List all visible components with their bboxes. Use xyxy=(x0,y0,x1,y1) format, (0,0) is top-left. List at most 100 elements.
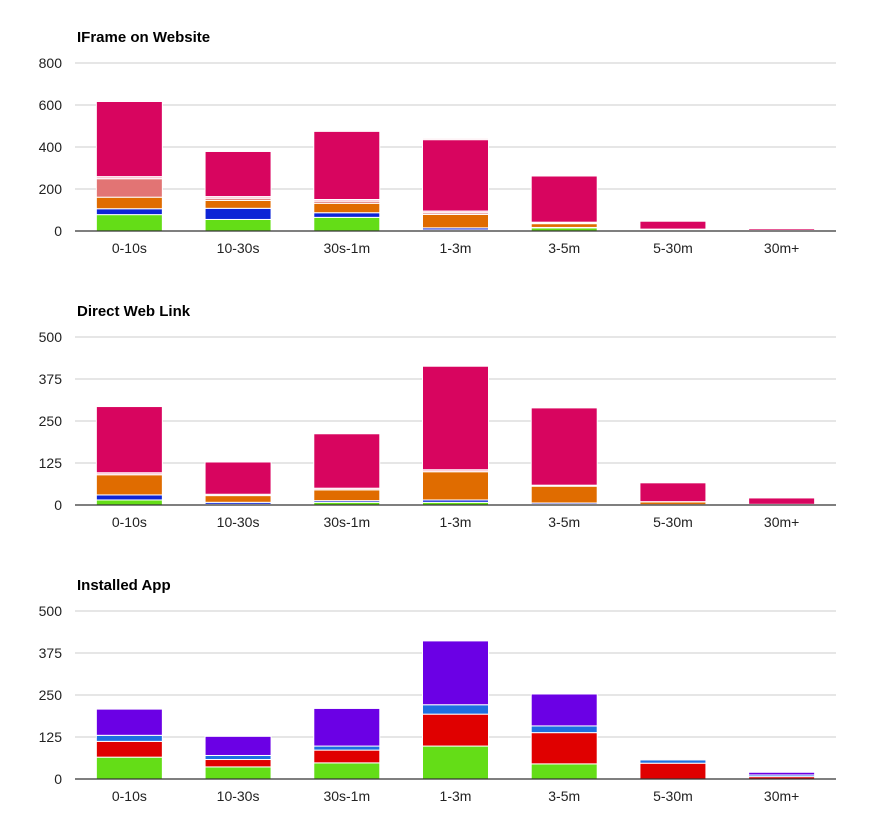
y-tick-label: 375 xyxy=(39,371,63,387)
y-tick-label: 0 xyxy=(54,497,62,513)
x-tick-label: 10-30s xyxy=(217,514,260,530)
bar-segment[interactable] xyxy=(204,759,272,768)
bar-segment[interactable] xyxy=(313,130,381,200)
bar-segment[interactable] xyxy=(530,174,598,177)
bar-segment[interactable] xyxy=(639,759,707,764)
bar-segment[interactable] xyxy=(639,482,707,503)
x-tick-label: 1-3m xyxy=(440,240,472,256)
bar-segment[interactable] xyxy=(204,199,272,209)
x-tick-label: 30m+ xyxy=(764,514,799,530)
bar-segment[interactable] xyxy=(95,708,163,736)
bar-segment[interactable] xyxy=(422,745,489,780)
bar-segment[interactable] xyxy=(204,150,272,198)
bar-segment[interactable] xyxy=(530,763,598,780)
x-tick-label: 0-10s xyxy=(112,788,147,804)
bar-segment[interactable] xyxy=(313,433,381,489)
bar-segment[interactable] xyxy=(422,137,489,141)
y-tick-label: 250 xyxy=(39,687,63,703)
x-tick-label: 30s-1m xyxy=(323,514,370,530)
x-tick-label: 0-10s xyxy=(112,240,147,256)
bar-segment[interactable] xyxy=(530,175,598,223)
bar-segment[interactable] xyxy=(95,196,163,210)
bar-segment[interactable] xyxy=(530,485,598,504)
bar-segment[interactable] xyxy=(95,100,163,178)
x-tick-label: 30m+ xyxy=(764,240,799,256)
bar-segment[interactable] xyxy=(95,214,163,232)
chart-panel-1: IFrame on Website 0 200 400 600 800 0-10s 10-30… xyxy=(39,29,836,256)
y-tick-label: 400 xyxy=(39,139,63,155)
y-tick-label: 250 xyxy=(39,413,63,429)
bar-segment[interactable] xyxy=(422,365,489,471)
chart-title: Direct Web Link xyxy=(77,303,191,320)
bar-segment[interactable] xyxy=(639,762,707,780)
x-tick-label: 3-5m xyxy=(548,514,580,530)
bar-segment[interactable] xyxy=(204,766,272,780)
bar-segment[interactable] xyxy=(95,474,163,496)
chart-title: IFrame on Website xyxy=(77,29,210,46)
bar-segment[interactable] xyxy=(95,740,163,758)
bar-segment[interactable] xyxy=(313,129,381,132)
x-tick-label: 5-30m xyxy=(653,240,693,256)
bar-segment[interactable] xyxy=(313,216,381,232)
bar-segment[interactable] xyxy=(204,218,272,232)
x-tick-label: 5-30m xyxy=(653,514,693,530)
bar-segment[interactable] xyxy=(422,640,489,706)
bar-segment[interactable] xyxy=(95,734,163,742)
bar-segment[interactable] xyxy=(95,208,163,216)
y-tick-label: 200 xyxy=(39,181,63,197)
bar-segment[interactable] xyxy=(204,150,272,152)
bar-segment[interactable] xyxy=(313,212,381,218)
bar-segment[interactable] xyxy=(639,220,707,230)
bar-segment[interactable] xyxy=(422,713,489,747)
x-tick-label: 3-5m xyxy=(548,240,580,256)
y-tick-label: 375 xyxy=(39,645,63,661)
bar-segment[interactable] xyxy=(95,494,163,501)
bar-segment[interactable] xyxy=(530,693,598,727)
y-tick-label: 0 xyxy=(54,771,62,787)
y-tick-label: 500 xyxy=(39,603,63,619)
bar-segment[interactable] xyxy=(530,725,598,734)
x-tick-label: 10-30s xyxy=(217,240,260,256)
x-tick-label: 30s-1m xyxy=(323,240,370,256)
bar-segment[interactable] xyxy=(95,499,163,506)
y-tick-label: 125 xyxy=(39,455,63,471)
x-tick-label: 3-5m xyxy=(548,788,580,804)
bar-segment[interactable] xyxy=(639,220,707,222)
bar-segment[interactable] xyxy=(204,754,272,761)
bar-segment[interactable] xyxy=(313,749,381,764)
chart-panel-3: Installed App 0 125 250 375 500 0-10s 10-30s 30s… xyxy=(39,577,836,804)
x-tick-label: 10-30s xyxy=(217,788,260,804)
bar-segment[interactable] xyxy=(422,139,489,212)
bar-segment[interactable] xyxy=(313,745,381,751)
bar-segment[interactable] xyxy=(422,704,489,715)
bar-segment[interactable] xyxy=(95,756,163,780)
bar-segment[interactable] xyxy=(313,707,381,747)
bar-segment[interactable] xyxy=(95,99,163,102)
bar-segment[interactable] xyxy=(204,735,272,756)
bar-segment[interactable] xyxy=(422,471,489,501)
y-tick-label: 800 xyxy=(39,55,63,71)
bar-segment[interactable] xyxy=(422,213,489,229)
y-tick-label: 600 xyxy=(39,97,63,113)
x-tick-label: 30m+ xyxy=(764,788,799,804)
bar-segment[interactable] xyxy=(313,762,381,780)
x-tick-label: 5-30m xyxy=(653,788,693,804)
bar-segment[interactable] xyxy=(530,407,598,486)
bar-segment[interactable] xyxy=(313,202,381,214)
bar-segment[interactable] xyxy=(530,732,598,765)
bar-segment[interactable] xyxy=(204,495,272,503)
x-tick-label: 1-3m xyxy=(440,788,472,804)
bar-segment[interactable] xyxy=(530,223,598,228)
x-tick-label: 0-10s xyxy=(112,514,147,530)
bar-segment[interactable] xyxy=(313,489,381,502)
bar-segment[interactable] xyxy=(204,461,272,495)
bar-segment[interactable] xyxy=(204,207,272,220)
bar-segment[interactable] xyxy=(748,771,816,776)
bar-segment[interactable] xyxy=(639,758,707,761)
bar-segment[interactable] xyxy=(95,406,163,474)
x-tick-label: 1-3m xyxy=(440,514,472,530)
bar-segment[interactable] xyxy=(95,178,163,198)
y-tick-label: 0 xyxy=(54,223,62,239)
bar-segment[interactable] xyxy=(748,497,816,505)
